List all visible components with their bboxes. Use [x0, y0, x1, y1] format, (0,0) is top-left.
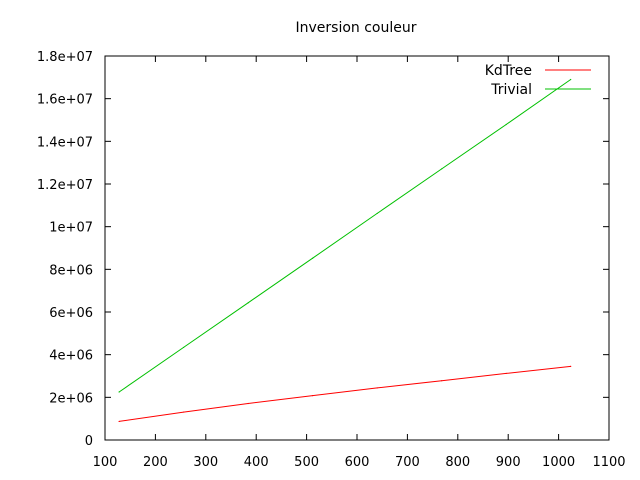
y-tick-label: 1.8e+07: [37, 50, 93, 65]
legend-label-trivial: Trivial: [490, 82, 532, 98]
y-tick-label: 6e+06: [49, 306, 93, 321]
plot-frame: [104, 55, 610, 441]
data-point-trivial: [505, 123, 507, 126]
data-point-kdtree: [570, 365, 572, 367]
axis-ticks: 0 2e+06 4e+06 6e+06 8e+06 1e+07 1.2e+07 1.4e+07…: [37, 50, 626, 470]
chart-title: Inversion couleur: [296, 20, 417, 36]
y-tick-label: 2e+06: [49, 391, 93, 406]
x-tick-label: 500: [294, 455, 319, 470]
x-tick-label: 800: [445, 455, 470, 470]
x-tick-label: 600: [345, 455, 370, 470]
data-point-kdtree: [118, 420, 120, 423]
y-tick-label: 1.4e+07: [37, 135, 93, 150]
data-point-kdtree: [183, 411, 185, 413]
x-tick-label: 1100: [592, 455, 625, 470]
data-point-trivial: [118, 391, 120, 393]
y-tick-label: 0: [85, 434, 93, 449]
y-tick-label: 8e+06: [49, 263, 93, 278]
y-tick-label: 1.6e+07: [37, 93, 93, 108]
data-point-trivial: [376, 212, 378, 215]
x-tick-label: 400: [244, 455, 269, 470]
data-point-kdtree: [312, 395, 314, 397]
x-tick-label: 200: [143, 455, 168, 470]
x-tick-label: 700: [395, 455, 420, 470]
data-point-trivial: [312, 257, 314, 259]
data-point-trivial: [441, 168, 443, 170]
data-point-trivial: [247, 302, 249, 304]
data-point-trivial: [570, 78, 572, 81]
x-tick-label: 900: [496, 455, 521, 470]
x-tick-label: 100: [93, 455, 118, 470]
series-line-kdtree: [119, 365, 571, 422]
legend: KdTree Trivial: [485, 63, 591, 98]
data-point-kdtree: [505, 372, 507, 375]
y-tick-label: 1e+07: [49, 221, 93, 236]
y-tick-label: 4e+06: [49, 349, 93, 364]
data-point-trivial: [183, 346, 185, 349]
data-point-kdtree: [441, 380, 443, 382]
data-point-kdtree: [247, 402, 249, 405]
y-tick-label: 1.2e+07: [37, 178, 93, 193]
series-line-trivial: [118, 79, 571, 393]
legend-label-kdtree: KdTree: [485, 63, 532, 79]
x-tick-label: 300: [193, 455, 218, 470]
data-point-kdtree: [376, 387, 378, 389]
x-tick-label: 1000: [542, 455, 575, 470]
series-layer: [118, 78, 572, 423]
